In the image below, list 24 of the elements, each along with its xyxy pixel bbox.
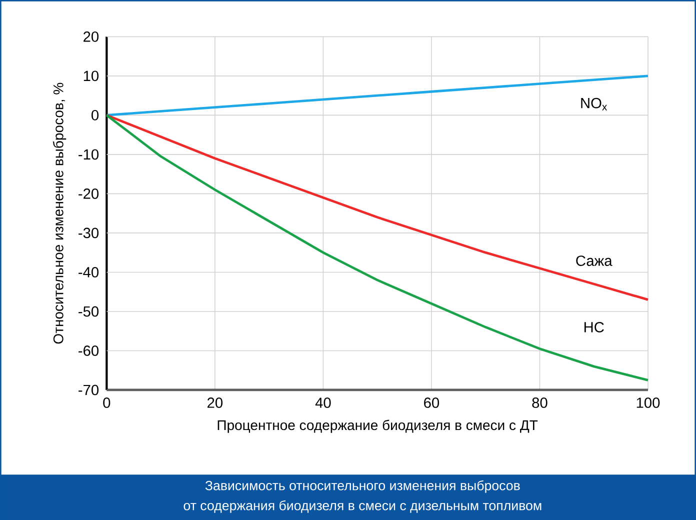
y-tick-label: -40	[78, 267, 99, 278]
y-tick-label: 10	[84, 70, 99, 82]
x-tick-label: 60	[424, 398, 440, 408]
series-label: NO$_{x}$	[581, 98, 607, 110]
y-tick-label: 0	[92, 110, 99, 120]
text: от содержания биодизеля в смеси с дизельным топливом	[184, 500, 542, 513]
y-tick-label: -50	[78, 306, 99, 317]
series-label: Сажа	[576, 256, 612, 266]
y-tick-label: -70	[78, 384, 99, 396]
y-tick-label: -30	[78, 228, 99, 238]
x-tick-label: 20	[208, 398, 223, 408]
y-tick-label: -10	[78, 149, 99, 160]
x-tick-label: 40	[315, 398, 331, 408]
x-tick-label: 100	[636, 398, 660, 408]
y-tick-label: -60	[78, 346, 99, 356]
y-tick-label: -20	[78, 188, 99, 199]
text: Зависимость относительного изменения выбросов	[205, 480, 520, 493]
x-axis-title: Процентное содержание биодизеля в смеси с ДТ	[218, 420, 538, 433]
x-tick-label: 0	[103, 398, 110, 408]
y-axis-title: Относительное изменение выбросов, %	[52, 82, 66, 344]
line-series	[105, 114, 650, 382]
x-tick-label: 80	[532, 398, 548, 408]
text: HC	[584, 322, 604, 332]
y-tick-label: 20	[84, 31, 99, 42]
